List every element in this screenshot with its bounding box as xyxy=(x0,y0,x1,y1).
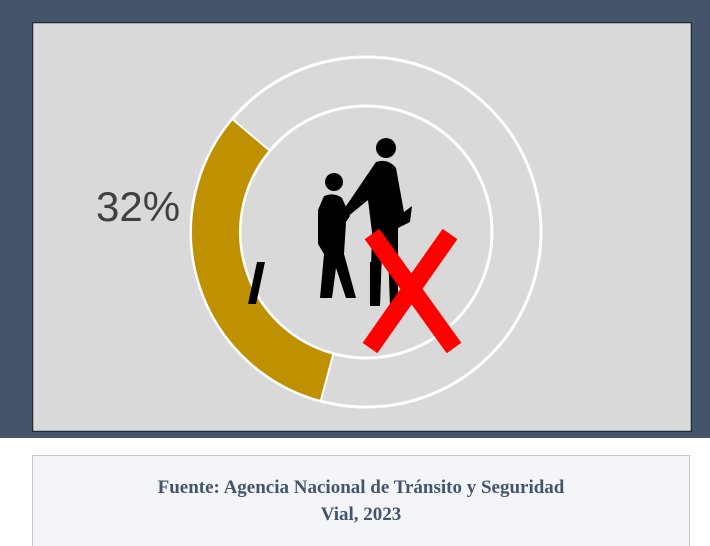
cross-icon xyxy=(362,228,462,354)
value-label: 32% xyxy=(96,183,180,230)
chart: 32% xyxy=(32,22,692,432)
panel xyxy=(32,22,692,432)
source: Fuente: Agencia Nacional de Tránsito y S… xyxy=(157,477,565,525)
donut-segment xyxy=(190,117,335,403)
source-box: Fuente: Agencia Nacional de Tránsito y S… xyxy=(32,455,690,546)
donut xyxy=(189,55,543,409)
